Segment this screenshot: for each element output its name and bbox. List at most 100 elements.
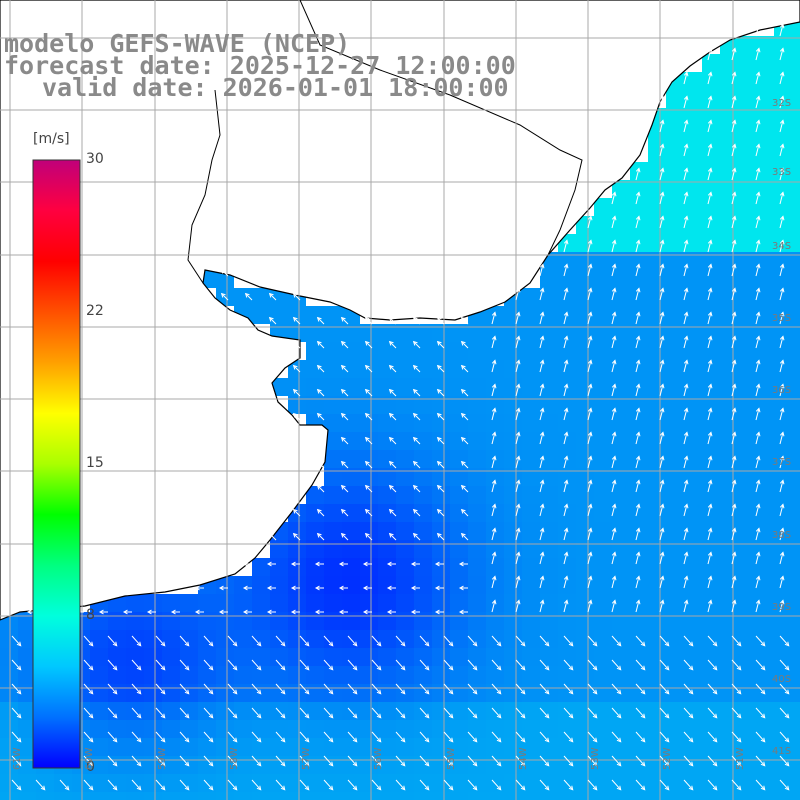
wind-arrow <box>683 311 689 325</box>
arrow-shaft <box>707 528 712 541</box>
arrow-head <box>88 737 94 743</box>
wind-arrow <box>683 551 689 565</box>
field-cell <box>630 378 648 396</box>
field-cell <box>144 792 162 800</box>
arrow-shaft <box>299 731 310 742</box>
arrow-shaft <box>731 731 742 742</box>
field-cell <box>738 396 756 414</box>
arrow-head <box>587 311 593 317</box>
wind-arrow <box>275 779 286 791</box>
arrow-head <box>664 761 670 767</box>
wind-arrow <box>299 779 310 791</box>
field-cell <box>756 306 774 324</box>
wind-arrow <box>515 599 521 613</box>
arrow-head <box>412 532 418 538</box>
arrow-head <box>664 713 670 719</box>
arrow-head <box>268 316 274 322</box>
arrow-shaft <box>635 288 640 301</box>
field-cell <box>324 342 342 360</box>
arrow-head <box>659 191 665 197</box>
arrow-head <box>328 641 334 647</box>
arrow-shaft <box>461 341 469 349</box>
field-cell <box>648 630 666 648</box>
field-cell <box>522 342 540 360</box>
arrow-shaft <box>587 336 592 349</box>
field-cell <box>540 468 558 486</box>
arrow-head <box>491 599 497 605</box>
arrow-head <box>491 575 497 581</box>
wind-arrow <box>683 215 689 229</box>
arrow-head <box>515 359 521 365</box>
arrow-shaft <box>539 480 544 493</box>
arrow-head <box>635 503 641 509</box>
wind-arrow <box>292 316 301 325</box>
arrow-head <box>16 737 22 743</box>
field-cell <box>684 576 702 594</box>
wind-arrow <box>539 551 545 565</box>
wind-arrow <box>755 503 761 517</box>
field-cell <box>666 252 684 270</box>
arrow-head <box>458 585 464 591</box>
field-cell <box>702 126 720 144</box>
lon-label: 53W <box>590 747 601 770</box>
arrow-head <box>280 665 286 671</box>
arrow-head <box>712 665 718 671</box>
field-cell <box>522 414 540 432</box>
field-cell <box>360 396 378 414</box>
arrow-head <box>364 436 370 442</box>
wind-arrow <box>314 609 324 615</box>
arrow-head <box>340 532 346 538</box>
wind-arrow <box>635 503 641 517</box>
arrow-shaft <box>755 240 760 253</box>
wind-arrow <box>362 609 372 615</box>
arrow-shaft <box>755 528 760 541</box>
field-cell <box>450 792 468 800</box>
arrow-head <box>539 431 545 437</box>
arrow-head <box>515 575 521 581</box>
arrow-shaft <box>11 707 22 718</box>
field-cell <box>738 306 756 324</box>
arrow-shaft <box>659 384 664 397</box>
arrow-head <box>659 575 665 581</box>
field-cell <box>594 360 612 378</box>
field-cell <box>414 666 432 684</box>
field-cell <box>288 792 306 800</box>
arrow-head <box>736 737 742 743</box>
field-cell <box>612 486 630 504</box>
arrow-shaft <box>707 96 712 109</box>
field-cell <box>684 378 702 396</box>
wind-arrow <box>707 683 718 695</box>
wind-arrow <box>83 635 94 647</box>
wind-arrow <box>731 215 737 229</box>
field-cell <box>288 684 306 702</box>
field-cell <box>486 450 504 468</box>
field-cell <box>360 378 378 396</box>
arrow-shaft <box>731 192 736 205</box>
arrow-shaft <box>347 635 358 646</box>
arrow-shaft <box>779 731 790 742</box>
field-cell <box>234 702 252 720</box>
arrow-shaft <box>731 432 736 445</box>
arrow-shaft <box>419 659 430 670</box>
field-cell <box>792 18 800 36</box>
arrow-shaft <box>587 432 592 445</box>
field-cell <box>378 396 396 414</box>
field-cell <box>0 774 18 792</box>
field-cell <box>342 468 360 486</box>
wind-arrow <box>755 239 761 253</box>
field-cell <box>576 486 594 504</box>
wind-arrow <box>539 407 545 421</box>
wind-arrow <box>683 191 689 205</box>
arrow-shaft <box>365 341 373 349</box>
wind-arrow <box>338 609 348 615</box>
field-cell <box>792 738 800 756</box>
wind-arrow <box>434 585 444 591</box>
arrow-head <box>160 641 166 647</box>
arrow-head <box>491 503 497 509</box>
arrow-shaft <box>707 192 712 205</box>
arrow-shaft <box>563 240 568 253</box>
wind-arrow <box>491 311 497 325</box>
arrow-shaft <box>731 528 736 541</box>
lat-label: 41S <box>772 746 792 757</box>
wind-arrow <box>203 755 214 767</box>
